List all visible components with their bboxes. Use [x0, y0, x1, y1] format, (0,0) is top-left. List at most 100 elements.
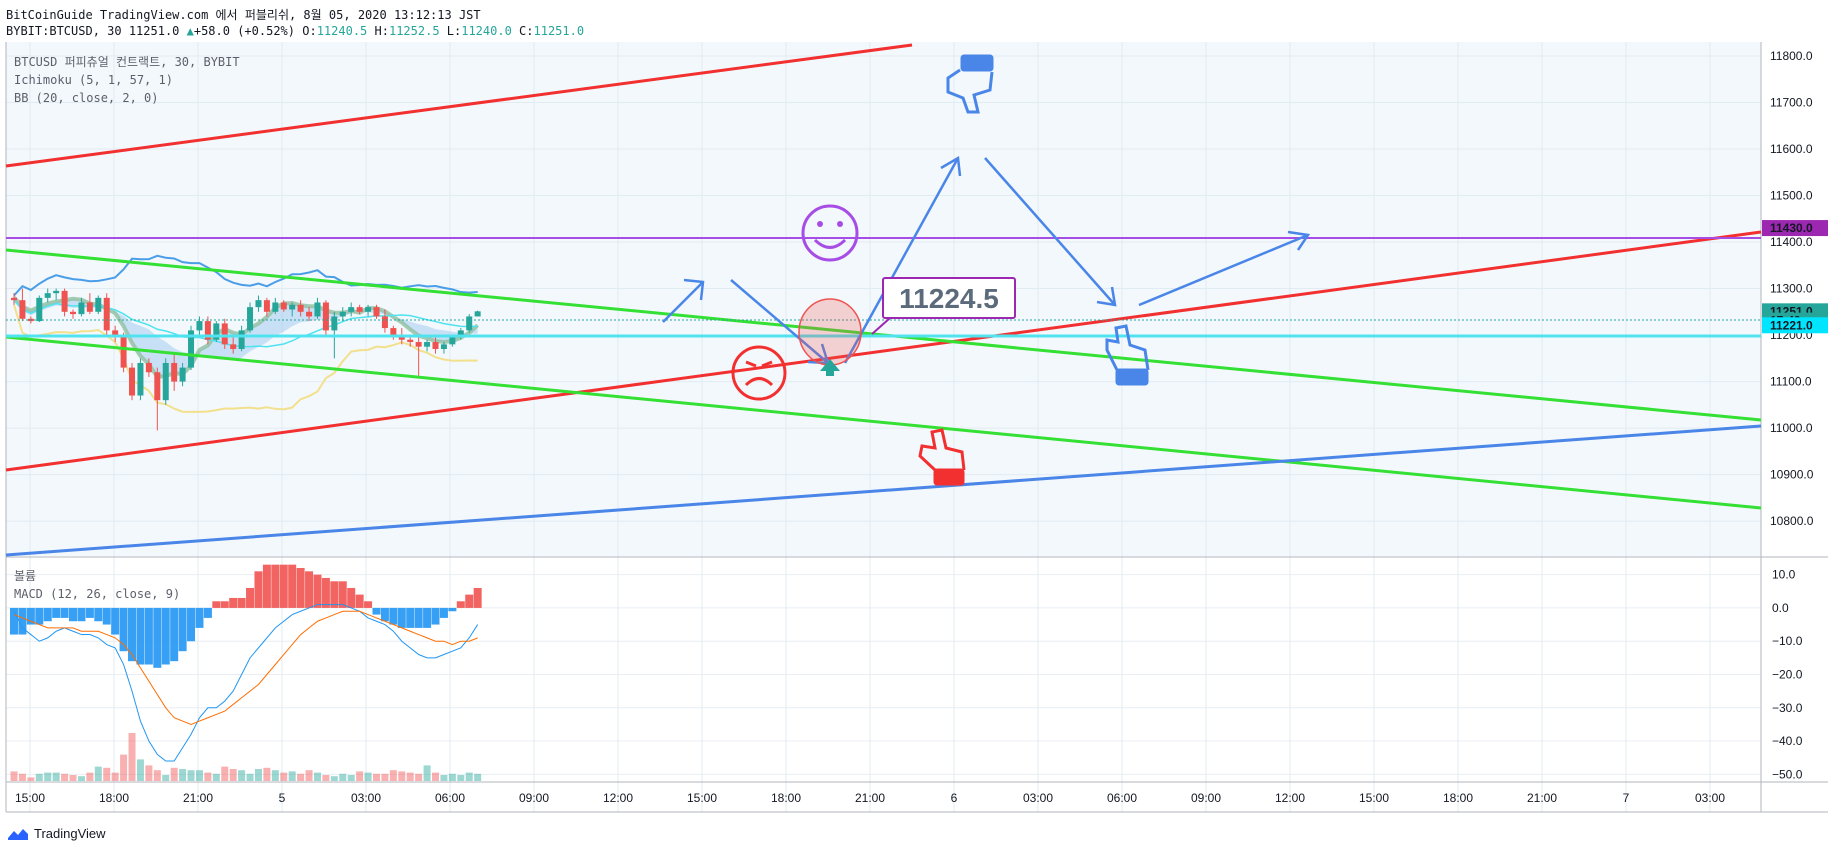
macd-histogram-bar	[43, 607, 52, 622]
macd-histogram-bar	[229, 597, 238, 608]
volume-bar	[145, 765, 153, 781]
candle-body	[213, 323, 220, 340]
candle-body	[255, 300, 262, 308]
volume-bar	[61, 773, 69, 781]
price-tick-label: 10900.0	[1770, 468, 1814, 482]
macd-tick-label: 10.0	[1772, 568, 1796, 582]
volume-bar	[229, 769, 237, 781]
hand-pointer-top-icon	[946, 54, 994, 114]
volume-bar	[364, 772, 372, 781]
legend-volume: 볼륨	[14, 569, 36, 583]
macd-histogram-bar	[347, 587, 356, 608]
volume-bar	[389, 770, 397, 781]
high-label: H:	[374, 24, 389, 38]
macd-histogram-bar	[465, 594, 474, 608]
candle-body	[272, 302, 279, 312]
macd-histogram-bar	[18, 607, 27, 635]
macd-histogram-bar	[35, 607, 44, 625]
price-axis[interactable]: 11800.0 11700.0 11600.0 11500.0 11400.0 11300…	[1762, 49, 1828, 528]
macd-tick-label: −50.0	[1772, 767, 1803, 781]
volume-bar	[44, 772, 52, 781]
macd-histogram-bar	[473, 587, 482, 608]
candle-body	[390, 328, 397, 336]
price-callout-text: 11224.5	[899, 283, 999, 314]
macd-tick-label: −10.0	[1772, 634, 1803, 648]
candle-body	[457, 330, 464, 338]
macd-histogram-bar	[423, 607, 432, 628]
price-badge	[1762, 220, 1828, 237]
candle-body	[196, 321, 203, 331]
volume-bar	[170, 767, 178, 781]
macd-histogram-bar	[85, 607, 94, 618]
candle-body	[204, 321, 211, 340]
candle-body	[440, 344, 447, 350]
macd-histogram-bar	[279, 564, 288, 608]
change-arrow-icon: ▲	[186, 24, 194, 38]
time-tick-label: 6	[951, 791, 958, 805]
price-tick-label: 11000.0	[1770, 421, 1813, 435]
volume-bar	[111, 772, 119, 781]
time-tick-label: 03:00	[1023, 791, 1053, 805]
candle-body	[221, 323, 228, 345]
macd-histogram-bar	[237, 597, 246, 608]
volume-bar	[347, 775, 355, 781]
blue-trendline	[5, 424, 1762, 557]
tradingview-logo[interactable]: TradingView	[8, 826, 106, 841]
frown-face-icon	[731, 345, 787, 401]
volume-bar	[288, 771, 296, 781]
candle-body	[145, 362, 152, 373]
volume-bar	[238, 770, 246, 781]
drawings[interactable]: 11224.5	[5, 43, 1762, 557]
time-tick-label: 12:00	[1275, 791, 1305, 805]
volume-bar	[440, 775, 448, 781]
volume-bar	[423, 765, 431, 781]
candle-body	[78, 302, 85, 315]
volume-bar	[271, 770, 279, 781]
macd-histogram-bar	[220, 601, 229, 608]
macd-tick-label: −20.0	[1772, 667, 1803, 681]
volume-bar	[187, 770, 195, 781]
time-tick-label: 18:00	[99, 791, 129, 805]
price-badge-label: 11221.0	[1770, 318, 1813, 332]
macd-axis[interactable]: 10.0 0.0 −10.0 −20.0 −30.0 −40.0 −50.0	[1772, 568, 1803, 782]
volume-bar	[221, 766, 229, 781]
macd-grid	[6, 574, 1761, 775]
volume-bar	[305, 770, 313, 781]
candle-body	[137, 362, 144, 396]
macd-tick-label: −30.0	[1772, 701, 1803, 715]
candle-body	[70, 311, 77, 315]
close-value: 11251.0	[533, 24, 585, 38]
macd-histogram-bar	[136, 607, 145, 665]
macd-histogram-bar	[212, 601, 221, 608]
candle-body	[449, 337, 456, 345]
macd-histogram-bar	[389, 607, 398, 625]
volume-bar	[457, 775, 465, 781]
macd-histogram-bar	[330, 581, 339, 608]
time-tick-label: 18:00	[1443, 791, 1473, 805]
time-axis[interactable]: 15:00 18:00 21:00 5 03:00 06:00 09:00 12:00 15:0…	[15, 791, 1725, 805]
volume-bar	[27, 777, 35, 781]
macd-histogram-bar	[26, 607, 35, 625]
time-tick-label: 09:00	[519, 791, 549, 805]
volume-bar	[52, 772, 60, 781]
candle-body	[407, 339, 414, 343]
macd-histogram-bar	[69, 607, 78, 622]
macd-histogram-bar	[271, 564, 280, 608]
volume-bar	[356, 771, 364, 781]
volume-bar	[103, 767, 111, 781]
time-tick-label: 5	[279, 791, 286, 805]
candle-body	[61, 290, 68, 312]
projection-arrows	[662, 155, 1311, 365]
candle-body	[297, 304, 304, 312]
candle-body	[280, 302, 287, 310]
low-value: 11240.0	[461, 24, 512, 38]
candle-body	[53, 290, 60, 294]
macd-histogram-bar	[60, 607, 69, 618]
macd-histogram-bar	[397, 607, 406, 628]
volume-bar	[35, 773, 43, 781]
time-grid	[29, 42, 1711, 812]
candle-body	[466, 316, 473, 331]
candle-body	[356, 307, 363, 312]
volume-bar	[432, 772, 439, 781]
chart-canvas[interactable]: 11224.5 11800.01	[0, 0, 1828, 820]
